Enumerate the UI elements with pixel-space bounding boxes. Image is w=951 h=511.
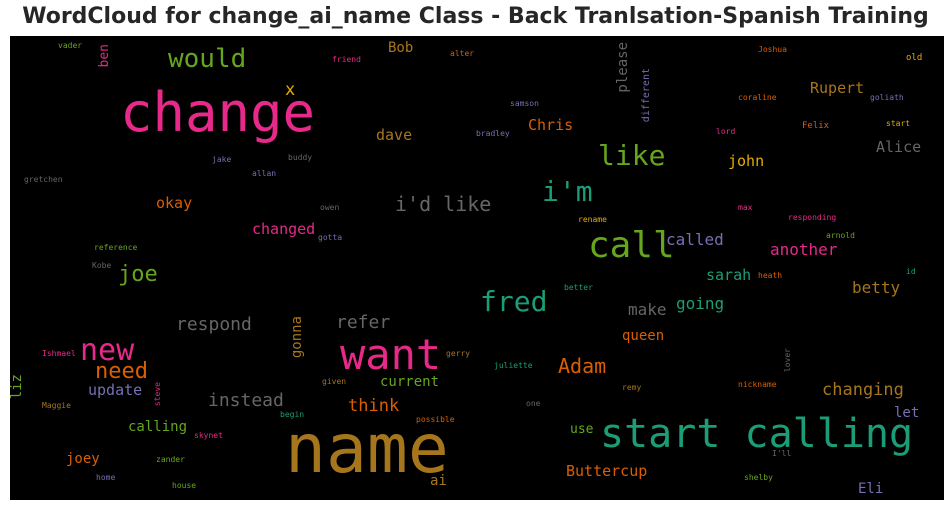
- word-skynet: skynet: [194, 431, 223, 440]
- word-ai: ai: [430, 473, 447, 489]
- word-reference: reference: [94, 243, 138, 252]
- word-would: would: [168, 44, 247, 74]
- word-betty: betty: [852, 278, 901, 297]
- word-joshua: Joshua: [758, 45, 787, 54]
- word-coraline: coraline: [738, 93, 777, 102]
- word-ben: ben: [97, 44, 112, 68]
- word-name: name: [285, 410, 449, 489]
- word-rename: rename: [578, 215, 607, 224]
- word-zander: zander: [156, 455, 185, 464]
- word-x: x: [285, 80, 296, 100]
- word-remy: remy: [622, 383, 642, 392]
- word-samson: samson: [510, 99, 539, 108]
- word-home: home: [96, 473, 116, 482]
- word-one: one: [526, 399, 541, 408]
- word-nickname: nickname: [738, 380, 777, 389]
- word-vader: vader: [58, 41, 83, 50]
- word-alter: alter: [450, 49, 475, 58]
- word-buttercup: Buttercup: [566, 462, 648, 480]
- word-instead: instead: [208, 390, 284, 411]
- word-new: new: [80, 333, 135, 368]
- word-adam: Adam: [558, 354, 607, 378]
- word-lord: lord: [716, 127, 736, 136]
- word-gerry: gerry: [446, 349, 471, 358]
- word-heath: heath: [758, 271, 783, 280]
- word-joe: joe: [118, 262, 158, 287]
- word-jake: jake: [212, 155, 232, 164]
- word-chris: Chris: [528, 116, 574, 134]
- word-shelby: shelby: [744, 473, 773, 482]
- word-queen: queen: [622, 328, 665, 344]
- word-eli: Eli: [858, 481, 884, 497]
- word-make: make: [628, 300, 667, 319]
- word-i-ll: I'll: [772, 449, 792, 458]
- word-id: id: [906, 267, 916, 276]
- word-called: called: [666, 230, 724, 249]
- word-bob: Bob: [388, 40, 414, 56]
- word-need: need: [95, 359, 148, 384]
- word-another: another: [770, 240, 838, 259]
- word-going: going: [676, 294, 725, 313]
- word-steve: steve: [153, 382, 162, 407]
- word-better: better: [564, 283, 593, 292]
- word-kobe: Kobe: [92, 261, 112, 270]
- word-begin: begin: [280, 410, 305, 419]
- word-let: let: [894, 405, 920, 421]
- word-refer: refer: [336, 312, 391, 333]
- word-juliette: juliette: [494, 361, 533, 370]
- word-gotta: gotta: [318, 233, 343, 242]
- word-given: given: [322, 377, 347, 386]
- word-possible: possible: [416, 415, 455, 424]
- word-gretchen: gretchen: [24, 175, 63, 184]
- word-start-calling: start calling: [600, 411, 914, 457]
- word-ishmael: Ishmael: [42, 349, 76, 358]
- word-think: think: [348, 396, 400, 416]
- word-start: start: [886, 119, 911, 128]
- word-buddy: buddy: [288, 153, 313, 162]
- word-joey: joey: [66, 451, 100, 467]
- word-like: like: [598, 139, 666, 172]
- word-old: old: [906, 53, 923, 63]
- word-goliath: goliath: [870, 93, 904, 102]
- word-maggie: Maggie: [42, 401, 71, 410]
- word-alice: Alice: [876, 138, 922, 156]
- word-arnold: arnold: [826, 231, 855, 240]
- word-changed: changed: [252, 220, 316, 238]
- word-call: call: [588, 225, 675, 266]
- word-respond: respond: [176, 314, 252, 335]
- word-felix: Felix: [802, 121, 830, 131]
- word-owen: owen: [320, 203, 340, 212]
- word-gonna: gonna: [289, 316, 305, 359]
- word-lover: lover: [783, 348, 792, 373]
- word-friend: friend: [332, 55, 361, 64]
- word-i-d-like: i'd like: [395, 192, 492, 216]
- wordcloud-canvas: name change start calling want call new fred li…: [10, 36, 944, 500]
- word-bradley: bradley: [476, 129, 510, 138]
- word-responding: responding: [788, 213, 837, 222]
- word-calling: calling: [128, 419, 188, 435]
- word-please: please: [615, 42, 631, 93]
- word-different: different: [641, 68, 652, 123]
- word-dave: dave: [376, 126, 413, 144]
- word-okay: okay: [156, 194, 193, 212]
- word-current: current: [380, 374, 440, 390]
- word-fred: fred: [480, 285, 548, 318]
- word-allan: allan: [252, 169, 277, 178]
- word-sarah: sarah: [706, 266, 752, 284]
- word-john: john: [728, 152, 765, 170]
- word-rupert: Rupert: [810, 79, 865, 97]
- word-max: max: [738, 203, 753, 212]
- word-liz: liz: [10, 374, 25, 400]
- word-house: house: [172, 481, 197, 490]
- word-use: use: [570, 422, 594, 437]
- word-update: update: [88, 381, 143, 399]
- word-changing: changing: [822, 380, 904, 400]
- word-change: change: [120, 81, 316, 144]
- word-want: want: [340, 330, 442, 379]
- word-i-m: i'm: [542, 175, 593, 208]
